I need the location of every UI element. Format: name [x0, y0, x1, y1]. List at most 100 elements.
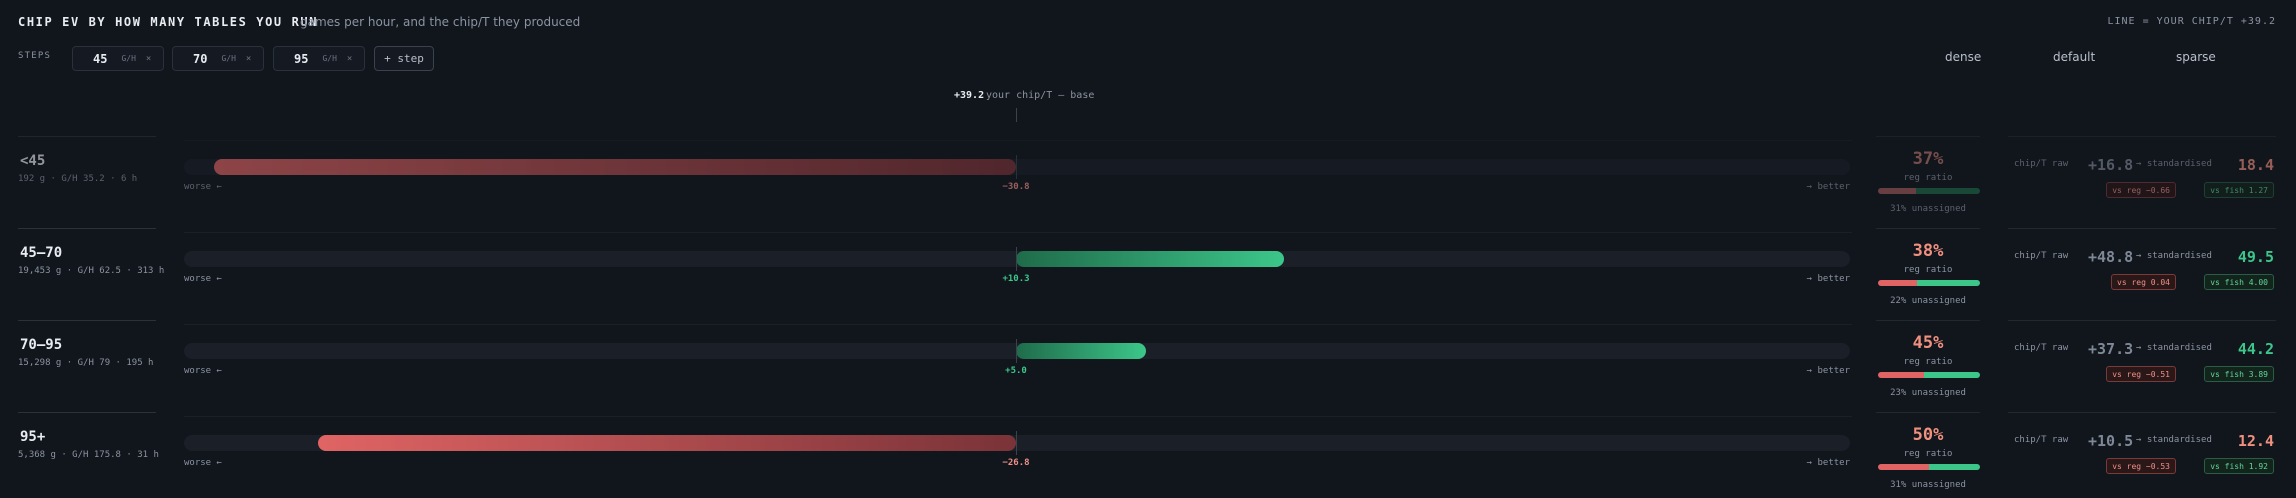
- step-value[interactable]: 45: [93, 51, 108, 66]
- page-subtitle: games per hour, and the chip/T they prod…: [300, 15, 581, 29]
- standardised-panel: chip/T raw +16.8 → standardised 18.4 vs …: [2008, 136, 2276, 222]
- reg-ratio-value: 50%: [1912, 425, 1944, 445]
- worse-label: worse ←: [184, 458, 222, 468]
- delta-value: −26.8: [1002, 458, 1030, 468]
- delta-bar: [214, 159, 1016, 175]
- standardised-panel: chip/T raw +10.5 → standardised 12.4 vs …: [2008, 412, 2276, 498]
- fish-segment: [1915, 188, 1980, 194]
- legend-note: LINE = YOUR CHIP/T +39.2: [2107, 16, 2276, 27]
- row-label: 45–70: [20, 245, 63, 261]
- table-row: 70–95 15,298 g · G/H 79 · 195 h worse ← …: [0, 320, 2296, 412]
- vs-reg-badge: vs reg −0.66: [2106, 182, 2176, 198]
- step-unit: G/H: [322, 54, 337, 63]
- step-unit: G/H: [221, 54, 236, 63]
- reg-ratio-bar: [1878, 188, 1980, 194]
- chip-raw-value: +16.8: [2088, 156, 2134, 174]
- reg-ratio-value: 45%: [1912, 333, 1944, 353]
- add-step-button[interactable]: + step: [374, 46, 434, 71]
- better-label: → better: [1806, 274, 1850, 284]
- unassigned-label: 31% unassigned: [1890, 480, 1966, 490]
- chip-raw-value: +10.5: [2088, 432, 2134, 450]
- standardised-value: 18.4: [2237, 156, 2274, 174]
- baseline-line: [1016, 247, 1017, 271]
- chip-raw-value: +37.3: [2088, 340, 2134, 358]
- vs-fish-badge: vs fish 1.92: [2204, 458, 2274, 474]
- reg-segment: [1878, 280, 1917, 286]
- better-label: → better: [1806, 458, 1850, 468]
- standardised-panel: chip/T raw +48.8 → standardised 49.5 vs …: [2008, 228, 2276, 314]
- fish-segment: [1929, 464, 1980, 470]
- row-label: <45: [20, 153, 46, 169]
- better-label: → better: [1806, 182, 1850, 192]
- standardised-label: → standardised: [2136, 159, 2212, 169]
- row-label: 95+: [20, 429, 46, 445]
- baseline-line: [1016, 155, 1017, 179]
- reg-ratio-panel: 45% reg ratio 23% unassigned: [1876, 320, 1980, 406]
- step-value[interactable]: 95: [294, 51, 309, 66]
- reg-ratio-bar: [1878, 464, 1980, 470]
- worse-label: worse ←: [184, 182, 222, 192]
- reg-ratio-value: 38%: [1912, 241, 1944, 261]
- delta-bar: [318, 435, 1016, 451]
- delta-value: +5.0: [1005, 366, 1027, 376]
- unassigned-label: 31% unassigned: [1890, 204, 1966, 214]
- table-row: 45–70 19,453 g · G/H 62.5 · 313 h worse …: [0, 228, 2296, 320]
- row-gridline: [184, 232, 1852, 233]
- page-title: CHIP EV BY HOW MANY TABLES YOU RUN: [18, 15, 319, 29]
- delta-value: +10.3: [1002, 274, 1030, 284]
- baseline-line: [1016, 431, 1017, 455]
- row-gridline: [184, 416, 1852, 417]
- chip-raw-label: chip/T raw: [2014, 435, 2069, 445]
- standardised-label: → standardised: [2136, 343, 2212, 353]
- standardised-value: 12.4: [2237, 432, 2274, 450]
- row-divider: [18, 228, 156, 229]
- chip-raw-label: chip/T raw: [2014, 251, 2069, 261]
- remove-step-icon[interactable]: ×: [145, 53, 152, 64]
- remove-step-icon[interactable]: ×: [245, 53, 252, 64]
- unassigned-label: 23% unassigned: [1890, 388, 1966, 398]
- standardised-label: → standardised: [2136, 435, 2212, 445]
- step-unit: G/H: [121, 54, 136, 63]
- baseline-label: your chip/T — base: [986, 90, 1095, 101]
- reg-ratio-panel: 38% reg ratio 22% unassigned: [1876, 228, 1980, 314]
- chip-raw-label: chip/T raw: [2014, 159, 2069, 169]
- row-divider: [18, 412, 156, 413]
- reg-ratio-label: reg ratio: [1903, 449, 1953, 459]
- vs-fish-badge: vs fish 4.00: [2204, 274, 2274, 290]
- remove-step-icon[interactable]: ×: [346, 53, 353, 64]
- reg-ratio-label: reg ratio: [1903, 357, 1953, 367]
- standardised-value: 44.2: [2237, 340, 2274, 358]
- reg-segment: [1878, 188, 1916, 194]
- step-chip-45[interactable]: 45 G/H ×: [72, 46, 164, 71]
- table-row: <45 192 g · G/H 35.2 · 6 h worse ← → bet…: [0, 136, 2296, 228]
- standardised-panel: chip/T raw +37.3 → standardised 44.2 vs …: [2008, 320, 2276, 406]
- delta-bar: [1016, 251, 1285, 267]
- worse-label: worse ←: [184, 274, 222, 284]
- row-stats: 192 g · G/H 35.2 · 6 h: [18, 174, 138, 184]
- reg-ratio-label: reg ratio: [1903, 173, 1953, 183]
- vs-fish-badge: vs fish 3.89: [2204, 366, 2274, 382]
- delta-value: −30.8: [1002, 182, 1030, 192]
- row-stats: 5,368 g · G/H 175.8 · 31 h: [18, 450, 159, 460]
- reg-ratio-panel: 37% reg ratio 31% unassigned: [1876, 136, 1980, 222]
- row-gridline: [184, 140, 1852, 141]
- vs-reg-badge: vs reg −0.51: [2106, 366, 2176, 382]
- baseline-line: [1016, 339, 1017, 363]
- delta-bar: [1016, 343, 1147, 359]
- vs-reg-badge: vs reg 0.04: [2111, 274, 2176, 290]
- step-chip-70[interactable]: 70 G/H ×: [172, 46, 264, 71]
- column-default[interactable]: default: [2053, 50, 2096, 64]
- reg-ratio-panel: 50% reg ratio 31% unassigned: [1876, 412, 1980, 498]
- step-value[interactable]: 70: [193, 51, 208, 66]
- column-sparse[interactable]: sparse: [2176, 50, 2216, 64]
- steps-label: STEPS: [18, 51, 52, 61]
- worse-label: worse ←: [184, 366, 222, 376]
- baseline-value: +39.2: [954, 90, 985, 101]
- fish-segment: [1916, 280, 1980, 286]
- vs-reg-badge: vs reg −0.53: [2106, 458, 2176, 474]
- better-label: → better: [1806, 366, 1850, 376]
- row-gridline: [184, 324, 1852, 325]
- step-chip-95[interactable]: 95 G/H ×: [273, 46, 365, 71]
- column-dense[interactable]: dense: [1945, 50, 1982, 64]
- row-divider: [18, 320, 156, 321]
